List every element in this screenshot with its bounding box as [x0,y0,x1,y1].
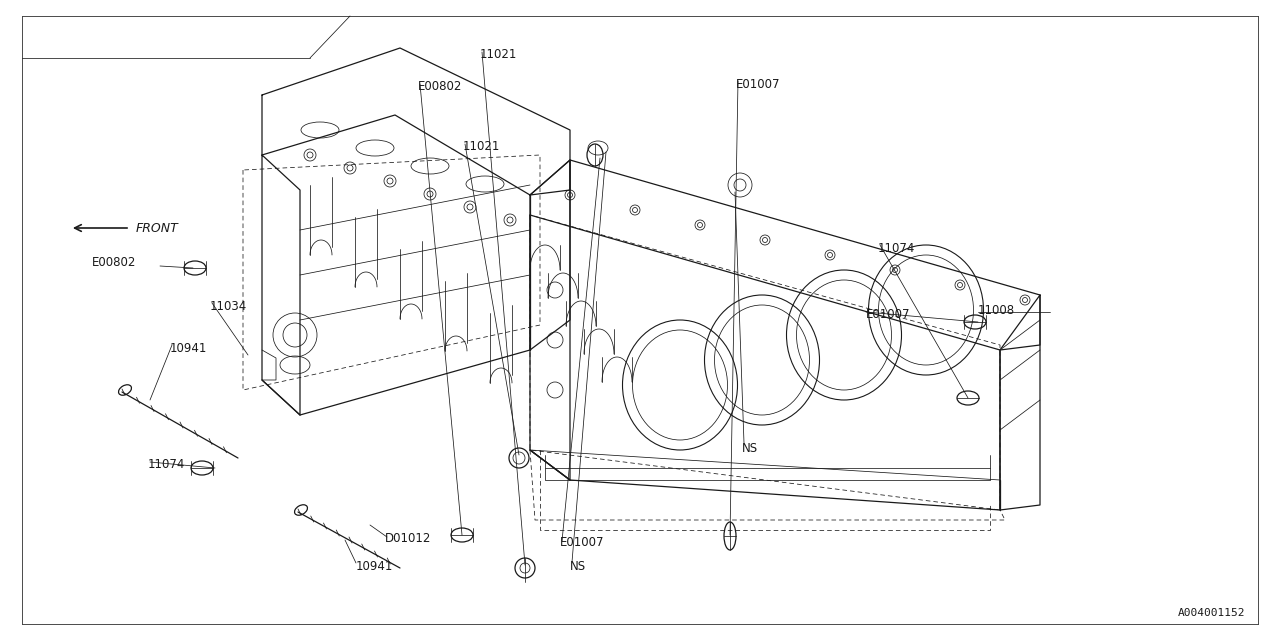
Text: E00802: E00802 [92,255,137,269]
Text: D01012: D01012 [385,532,431,545]
Text: 11021: 11021 [480,49,517,61]
Text: 11074: 11074 [878,241,915,255]
Text: E01007: E01007 [561,536,604,550]
Text: 11008: 11008 [978,303,1015,317]
Text: 11034: 11034 [210,301,247,314]
Text: FRONT: FRONT [136,221,179,234]
Text: 10941: 10941 [356,561,393,573]
Text: E01007: E01007 [736,77,781,90]
Text: NS: NS [742,442,758,454]
Text: A004001152: A004001152 [1178,608,1245,618]
Text: 11021: 11021 [463,141,500,154]
Text: E01007: E01007 [867,308,910,321]
Text: 10941: 10941 [170,342,207,355]
Text: 11074: 11074 [148,458,186,472]
Text: E00802: E00802 [419,81,462,93]
Text: NS: NS [570,561,586,573]
